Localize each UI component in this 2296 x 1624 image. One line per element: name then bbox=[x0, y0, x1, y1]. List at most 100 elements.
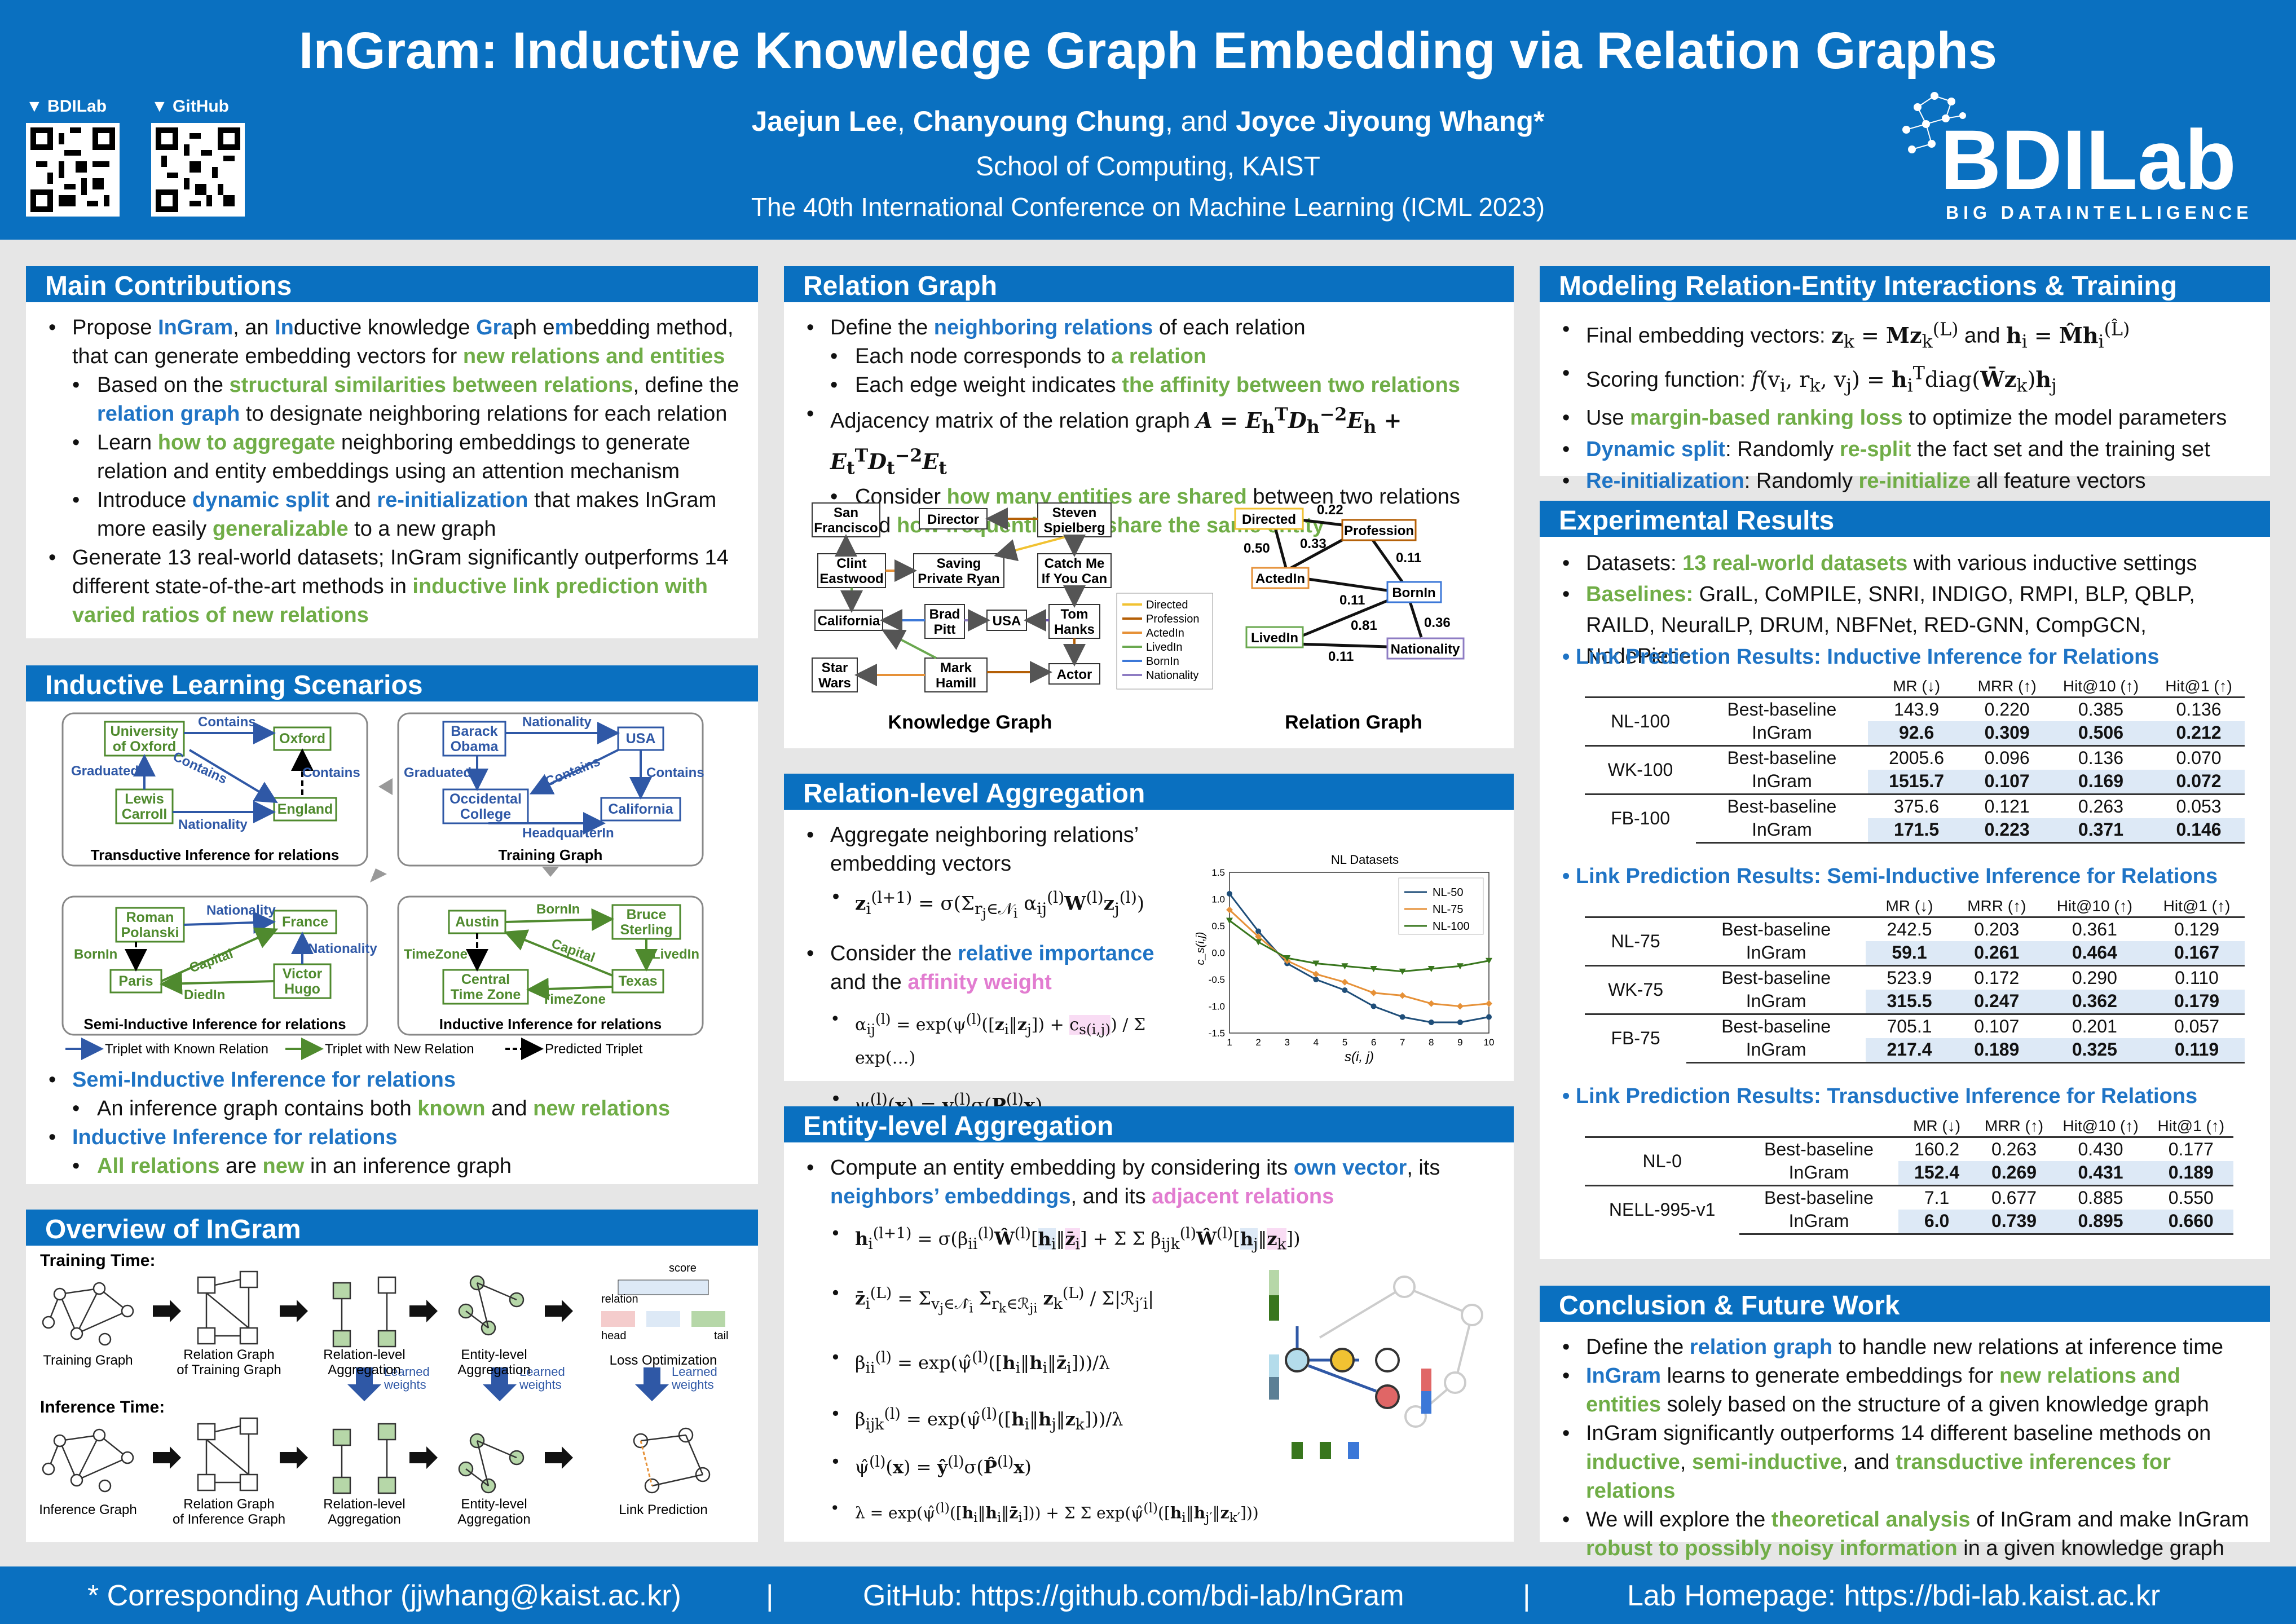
results-table-inductive: MR (↓) MRR (↑) Hit@10 (↑) Hit@1 (↑) NL-100 Be… bbox=[1585, 677, 2245, 844]
qr-github-icon[interactable] bbox=[151, 123, 245, 217]
legend-label: NL-100 bbox=[1433, 920, 1470, 933]
relation-level-panel: Relation-level Aggregation Aggregate nei… bbox=[784, 774, 1514, 1116]
footer-github-link[interactable]: GitHub: https://github.com/bdi-lab/InGra… bbox=[863, 1579, 1404, 1612]
svg-text:England: England bbox=[277, 801, 333, 817]
svg-text:Training Time:: Training Time: bbox=[40, 1251, 155, 1270]
data-point bbox=[1341, 963, 1348, 970]
dataset-cell: WK-100 bbox=[1585, 744, 1696, 794]
table-row: FB-75 Best-baseline 705.1 0.107 0.201 0.057 bbox=[1585, 1013, 2245, 1062]
value-cell: 0.371 bbox=[2048, 818, 2153, 844]
dataset-cell: WK-75 bbox=[1585, 964, 1687, 1014]
svg-text:Aggregation: Aggregation bbox=[328, 1512, 400, 1527]
contributions-body: Propose InGram, an Inductive knowledge G… bbox=[49, 314, 741, 630]
svg-text:Brad: Brad bbox=[929, 607, 960, 622]
svg-text:Hugo: Hugo bbox=[284, 981, 320, 997]
value-cell: 0.179 bbox=[2148, 990, 2245, 1014]
svg-text:Spielberg: Spielberg bbox=[1043, 520, 1105, 536]
svg-text:Mark: Mark bbox=[940, 660, 972, 676]
value-cell: 217.4 bbox=[1866, 1038, 1953, 1063]
value-cell: 0.385 bbox=[2048, 696, 2153, 721]
data-point bbox=[1313, 977, 1319, 982]
scenarios-panel: Inductive Learning Scenarios Transductiv… bbox=[26, 665, 758, 1184]
svg-text:USA: USA bbox=[626, 731, 656, 747]
svg-text:Aggregation: Aggregation bbox=[328, 1362, 400, 1378]
bdilab-logo-icon: BDILab BIG DATAINTELLIGENCE bbox=[1902, 92, 2249, 223]
value-cell: 0.263 bbox=[2048, 793, 2153, 818]
value-cell: 0.136 bbox=[2153, 696, 2245, 721]
dataset-cell: NELL-995-v1 bbox=[1585, 1184, 1740, 1234]
svg-text:Directed: Directed bbox=[1146, 599, 1188, 611]
series-line-nl-100 bbox=[1229, 920, 1489, 973]
qr-bdilab-icon[interactable] bbox=[26, 123, 120, 217]
author-3: Joyce Jiyoung Whang* bbox=[1236, 105, 1545, 137]
svg-text:Contains: Contains bbox=[198, 714, 256, 730]
value-cell: 0.223 bbox=[1965, 818, 2049, 844]
svg-text:tail: tail bbox=[714, 1330, 729, 1342]
value-cell: 92.6 bbox=[1867, 721, 1966, 745]
modeling-header: Modeling Relation-Entity Interactions & … bbox=[1540, 266, 2270, 332]
value-cell: 0.431 bbox=[2052, 1161, 2149, 1185]
legend-predicted: Predicted Triplet bbox=[545, 1042, 643, 1057]
svg-text:Central: Central bbox=[461, 972, 510, 987]
svg-text:BornIn: BornIn bbox=[74, 947, 117, 962]
chart-title: NL Datasets bbox=[1331, 853, 1399, 867]
data-point bbox=[1342, 987, 1348, 993]
svg-text:0.11: 0.11 bbox=[1328, 649, 1354, 664]
legend-label: NL-50 bbox=[1433, 886, 1463, 899]
dataset-cell: FB-100 bbox=[1585, 793, 1696, 842]
data-point bbox=[1428, 1020, 1434, 1025]
svg-text:Nationality: Nationality bbox=[206, 903, 276, 918]
chart-legend-box bbox=[1398, 877, 1484, 935]
conference: The 40th International Conference on Mac… bbox=[751, 192, 1545, 222]
y-tick-label: 1.0 bbox=[1211, 894, 1225, 905]
scenarios-bullets: Semi-Inductive Inference for relations A… bbox=[49, 1066, 741, 1181]
method-cell: InGram bbox=[1746, 991, 1806, 1012]
data-point bbox=[1427, 1000, 1435, 1007]
value-cell: 0.072 bbox=[2153, 770, 2245, 794]
results-header: Experimental Results bbox=[1540, 501, 2270, 537]
svg-text:Lewis: Lewis bbox=[125, 791, 164, 807]
dataset-cell: NL-0 bbox=[1585, 1136, 1740, 1185]
svg-text:weights: weights bbox=[384, 1378, 426, 1392]
svg-text:Texas: Texas bbox=[618, 973, 657, 989]
value-cell: 0.203 bbox=[1953, 916, 2041, 941]
value-cell: 152.4 bbox=[1898, 1161, 1976, 1185]
author-sep: , and bbox=[1165, 105, 1236, 137]
svg-text:Paris: Paris bbox=[118, 973, 153, 989]
footer-homepage-link[interactable]: Lab Homepage: https://bdi-lab.kaist.ac.k… bbox=[1627, 1579, 2161, 1612]
table-col-header: MRR (↑) bbox=[1977, 677, 2037, 695]
series-line-nl-50 bbox=[1228, 893, 1489, 1023]
svg-text:Saving: Saving bbox=[937, 556, 981, 571]
value-cell: 0.096 bbox=[1965, 744, 2049, 770]
footer-contact[interactable]: * Corresponding Author (jjwhang@kaist.ac… bbox=[87, 1579, 681, 1612]
table-row: InGram 315.5 0.247 0.362 0.179 bbox=[1585, 990, 2245, 1014]
svg-text:Catch Me: Catch Me bbox=[1045, 556, 1105, 571]
value-cell: 0.739 bbox=[1975, 1210, 2053, 1235]
value-cell: 0.660 bbox=[2148, 1210, 2233, 1235]
method-cell: Best-baseline bbox=[1686, 964, 1866, 990]
table-col-header: Hit@10 (↑) bbox=[2056, 897, 2132, 915]
method-cell: InGram bbox=[1696, 818, 1868, 844]
table-row: InGram 92.6 0.309 0.506 0.212 bbox=[1585, 721, 2245, 745]
relation-level-header: Relation-level Aggregation bbox=[784, 774, 1514, 810]
relation-graph-body: Define the neighboring relations of each… bbox=[807, 314, 1497, 540]
svg-text:Director: Director bbox=[927, 512, 979, 527]
svg-text:California: California bbox=[818, 614, 880, 629]
y-tick-label: 0.5 bbox=[1211, 921, 1225, 932]
method-cell: InGram bbox=[1752, 722, 1812, 743]
value-cell: 1515.7 bbox=[1867, 770, 1966, 794]
qr-github-label: ▼ GitHub bbox=[151, 97, 230, 116]
method-cell: Best-baseline bbox=[1739, 1184, 1898, 1210]
relation-graph-panel: Relation Graph Define the neighboring re… bbox=[784, 266, 1514, 748]
svg-text:LivedIn: LivedIn bbox=[652, 947, 699, 962]
svg-text:If You Can: If You Can bbox=[1042, 571, 1107, 586]
footer-sep-1: | bbox=[766, 1579, 774, 1612]
entity-level-body: Compute an entity embedding by consideri… bbox=[807, 1154, 1497, 1532]
svg-text:University: University bbox=[111, 723, 179, 739]
table-row: WK-75 Best-baseline 523.9 0.172 0.290 0.110 bbox=[1585, 964, 2245, 1014]
caption-semi-inductive: Semi-Inductive Inference for relations bbox=[83, 1016, 346, 1032]
overview-panel: Overview of InGram Training Time: Inferen… bbox=[26, 1210, 758, 1542]
svg-text:0.50: 0.50 bbox=[1244, 541, 1270, 556]
value-cell: 0.070 bbox=[2153, 744, 2245, 770]
value-cell: 0.325 bbox=[2040, 1038, 2149, 1063]
